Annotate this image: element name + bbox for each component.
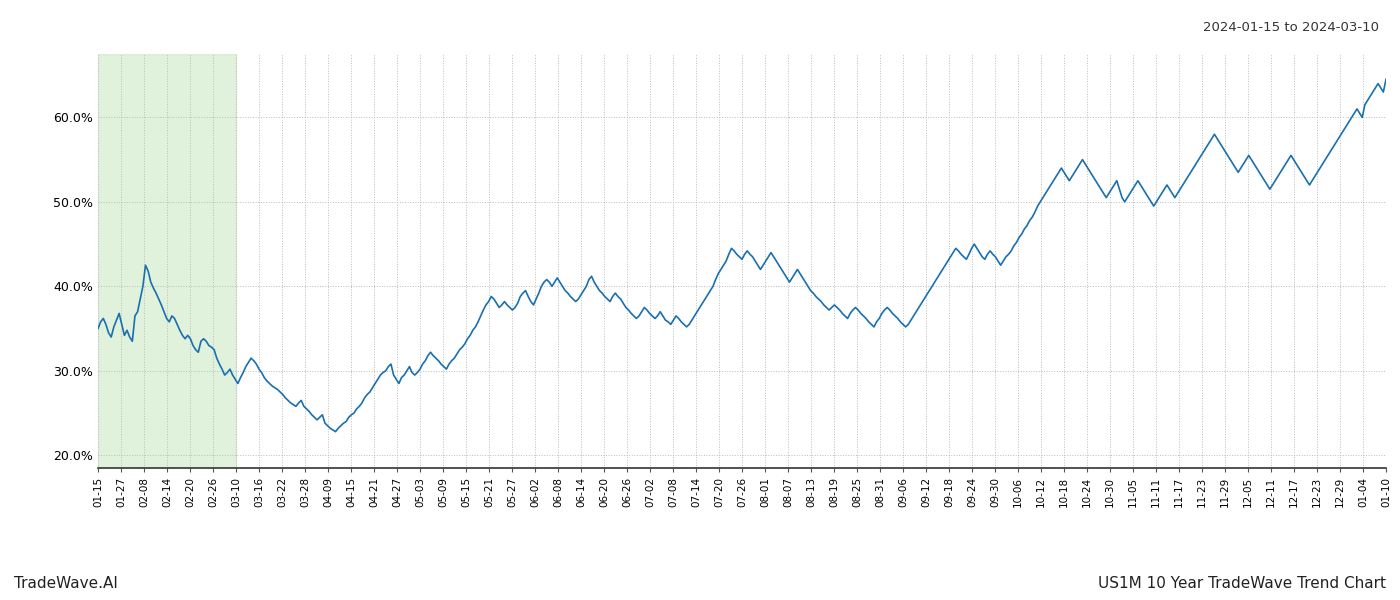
Text: TradeWave.AI: TradeWave.AI: [14, 576, 118, 591]
Text: 2024-01-15 to 2024-03-10: 2024-01-15 to 2024-03-10: [1203, 21, 1379, 34]
Bar: [98, 54, 237, 468]
Text: US1M 10 Year TradeWave Trend Chart: US1M 10 Year TradeWave Trend Chart: [1098, 576, 1386, 591]
